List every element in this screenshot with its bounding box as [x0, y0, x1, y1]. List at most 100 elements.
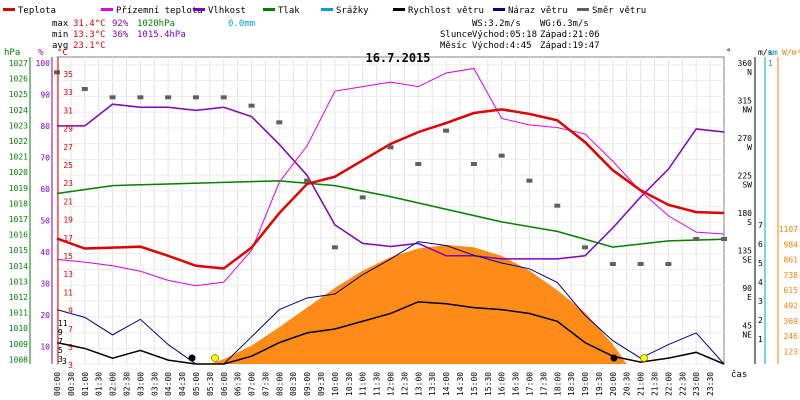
time-tick-label: 09:30	[317, 372, 326, 396]
wind-direction-point	[470, 162, 477, 166]
time-tick-label: 06:00	[220, 372, 229, 396]
time-tick-label: 08:00	[275, 372, 284, 396]
sun-label: Slunce	[440, 30, 473, 40]
wind-direction-point	[443, 128, 450, 133]
time-tick-label: 02:30	[122, 372, 131, 396]
wind-direction-point	[526, 178, 533, 183]
time-tick-label: 21:30	[651, 372, 660, 396]
time-tick-label: 18:30	[567, 372, 576, 396]
wind-direction-point	[721, 237, 727, 241]
moonset-marker	[610, 354, 618, 362]
tick-label: 7	[758, 221, 763, 230]
tick-label: 1011	[9, 309, 28, 318]
dir-tick-name: N	[747, 68, 752, 77]
legend-swatch	[3, 8, 15, 11]
tick-label: 60	[40, 185, 50, 194]
stats-block: max 31.4°C 92% 1020hPa 0.0mm min 13.3°C …	[52, 19, 600, 51]
tick-label: 11	[63, 288, 73, 297]
tick-label: 7	[68, 325, 73, 334]
wind-direction-point	[415, 162, 422, 166]
time-tick-label: 14:00	[442, 372, 451, 396]
moonset: Západ:19:47	[540, 41, 600, 51]
legend-label: Náraz větru	[508, 6, 568, 16]
wind-tick-label: 3	[58, 355, 63, 364]
wind-direction-points	[54, 70, 727, 266]
temperature-line	[56, 108, 725, 270]
time-tick-label: 05:00	[192, 372, 201, 396]
tick-label: 10	[40, 343, 50, 352]
time-tick-label: 22:00	[664, 372, 673, 396]
legend-swatch	[393, 8, 405, 11]
tick-label: 29	[63, 125, 73, 134]
wind-direction-point	[192, 95, 199, 100]
tick-label: 1010	[9, 324, 28, 333]
max-temp: 31.4°C	[73, 19, 106, 29]
wind-direction-point	[359, 195, 366, 200]
axis-unit: °	[726, 48, 731, 58]
time-tick-label: 07:30	[261, 372, 270, 396]
tick-label: 1107	[779, 225, 798, 234]
tick-label: 2	[758, 316, 763, 325]
axis-unit: W/m²	[782, 48, 800, 57]
avg-temp: 23.1°C	[73, 41, 106, 51]
time-tick-label: 08:30	[289, 372, 298, 396]
tick-label: 3	[758, 297, 763, 306]
tick-label: 492	[784, 302, 799, 311]
legend-label: Vlhkost	[208, 6, 246, 16]
time-tick-label: 19:00	[581, 372, 590, 396]
tick-label: 246	[784, 332, 799, 341]
legend-label: Tlak	[278, 6, 300, 16]
humidity-line	[57, 103, 725, 260]
time-tick-label: 17:00	[525, 372, 534, 396]
dir-tick-name: SW	[742, 181, 752, 190]
solar-area	[209, 244, 627, 364]
time-tick-label: 19:30	[595, 372, 604, 396]
time-tick-label: 15:30	[484, 372, 493, 396]
time-axis-label: čas	[731, 369, 747, 380]
time-tick-label: 13:30	[428, 372, 437, 396]
wind-direction-point	[304, 178, 311, 183]
tick-label: 1009	[9, 340, 28, 349]
wind-tick-label: 9	[58, 328, 63, 337]
tick-label: 1027	[9, 59, 28, 68]
tick-label: 1021	[9, 153, 28, 162]
tick-label: 861	[784, 256, 799, 265]
time-tick-label: 00:30	[67, 372, 76, 396]
dir-tick-deg: 45	[742, 322, 752, 331]
tick-label: 1	[758, 335, 763, 344]
time-tick-label: 04:30	[178, 372, 187, 396]
wind-direction-point	[248, 103, 255, 108]
time-tick-label: 15:00	[470, 372, 479, 396]
tick-label: 100	[36, 59, 51, 68]
time-tick-label: 11:30	[373, 372, 382, 396]
tick-label: 19	[63, 216, 73, 225]
wind-tick-label: 7	[58, 337, 63, 346]
dir-tick-deg: 360	[738, 59, 753, 68]
min-pressure: 1015.4hPa	[137, 30, 186, 40]
legend-swatch	[321, 8, 333, 11]
wind-direction-point	[81, 87, 88, 91]
wind-tick-label: 11	[58, 319, 68, 328]
max-humidity: 92%	[112, 19, 129, 29]
dir-tick-name: SE	[742, 256, 752, 265]
tick-label: 1	[768, 59, 773, 68]
moonrise-marker	[188, 354, 196, 362]
wind-direction-point	[665, 262, 672, 266]
tick-label: 615	[784, 286, 799, 295]
wind-direction-point	[331, 245, 338, 250]
wind-speed-stat: WS:3.2m/s	[472, 19, 521, 29]
wind-direction-point	[582, 245, 589, 250]
time-tick-label: 21:00	[637, 372, 646, 396]
tick-label: 4	[758, 278, 763, 287]
max-pressure: 1020hPa	[137, 19, 175, 29]
wind-gust-line	[56, 241, 725, 365]
tick-label: 13	[63, 270, 73, 279]
wind-direction-point	[609, 262, 616, 266]
dir-tick-name: W	[747, 143, 752, 152]
wind-direction-point	[554, 203, 561, 208]
axis-right: °360N315NW270W225SW180S135SE90E45NEm/s76…	[726, 48, 800, 364]
wind-direction-point	[54, 70, 60, 75]
tick-label: 1015	[9, 246, 28, 255]
legend: Teplota Přízemní teplota Vlhkost Tlak Srážky…	[3, 6, 646, 16]
